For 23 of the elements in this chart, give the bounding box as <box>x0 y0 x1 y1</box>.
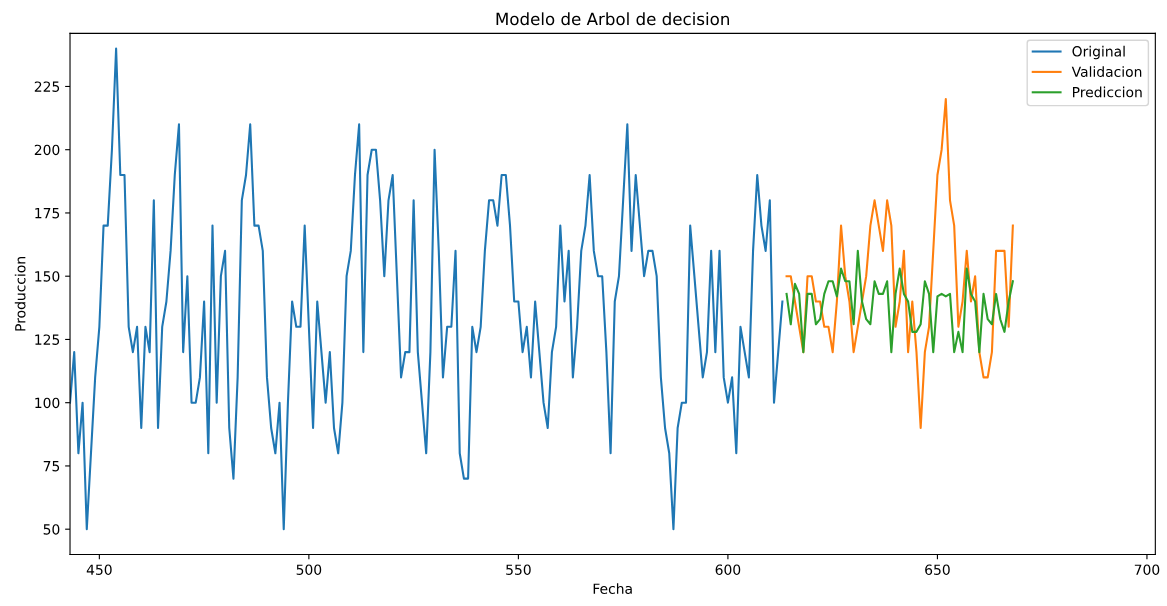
x-tick-label: 550 <box>506 564 531 575</box>
x-tick-label: 500 <box>296 564 322 575</box>
y-tick-label: 175 <box>35 208 60 219</box>
line-series <box>785 249 1014 354</box>
x-tick-label: 600 <box>715 564 741 575</box>
y-tick-label: 150 <box>35 271 60 282</box>
x-tick-label: 450 <box>86 564 112 575</box>
x-tick-label: 700 <box>1134 564 1160 575</box>
y-tick-label: 75 <box>43 461 60 472</box>
chart-title: Modelo de Arbol de decision <box>496 12 729 26</box>
legend-label: Original <box>1072 45 1125 60</box>
line-series <box>785 98 1014 430</box>
y-tick-label: 200 <box>34 144 60 156</box>
legend-label: Validacion <box>1071 66 1142 77</box>
line-series <box>70 47 784 531</box>
x-axis-title: Fecha <box>593 583 632 594</box>
legend-label: Prediccion <box>1073 86 1142 98</box>
y-tick-label: 125 <box>35 334 60 345</box>
y-axis-title: Produccion <box>14 257 26 331</box>
y-tick-label: 50 <box>43 524 60 535</box>
y-tick-label: 100 <box>35 397 60 409</box>
y-tick-label: 225 <box>34 81 60 92</box>
x-tick-label: 650 <box>925 564 950 575</box>
